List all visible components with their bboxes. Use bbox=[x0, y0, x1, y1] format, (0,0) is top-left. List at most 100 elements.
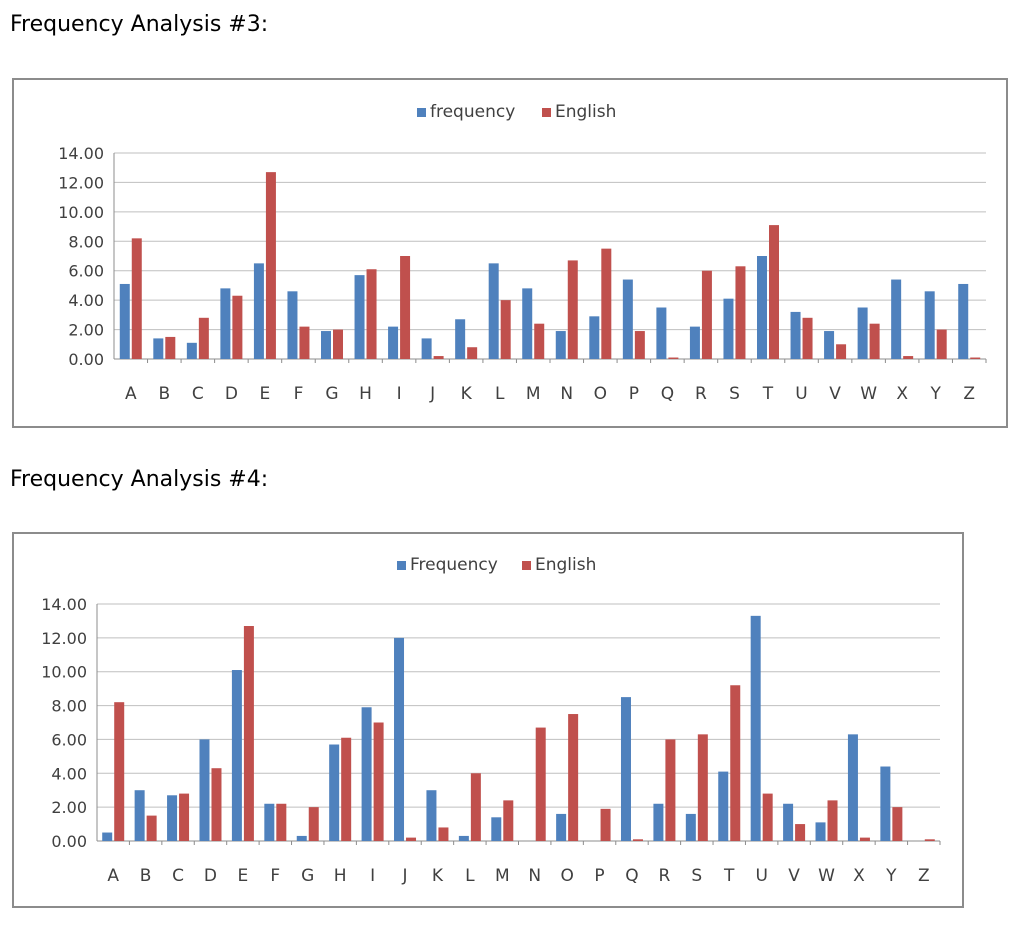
chart1-bar-frequency-Q bbox=[656, 307, 667, 359]
chart2-x-tick-label-X: X bbox=[853, 866, 865, 886]
chart1-bar-english-W bbox=[869, 323, 880, 359]
chart1-bar-english-F bbox=[299, 326, 310, 359]
chart1-x-tick-label-W: W bbox=[860, 384, 877, 404]
chart1-bar-frequency-U bbox=[790, 311, 801, 359]
chart2-bar-frequency-M bbox=[491, 817, 502, 841]
chart1-bar-english-Q bbox=[668, 357, 679, 359]
chart2-bar-frequency-I bbox=[361, 707, 372, 841]
chart1-x-tick-label-J: J bbox=[429, 384, 435, 404]
chart1-bar-english-K bbox=[467, 347, 478, 359]
chart1-x-tick-label-F: F bbox=[294, 384, 304, 404]
chart2-bar-english-D bbox=[211, 768, 222, 841]
chart1-x-tick-label-R: R bbox=[695, 384, 707, 404]
chart2-bar-english-V bbox=[795, 824, 806, 841]
chart1-bar-frequency-G bbox=[321, 331, 331, 359]
chart1-bar-english-T bbox=[769, 225, 779, 359]
chart2-bar-english-X bbox=[859, 837, 870, 841]
chart2-bar-frequency-W bbox=[815, 822, 826, 841]
chart1-x-tick-label-X: X bbox=[896, 384, 908, 404]
chart-analysis-3: frequency English 0.00 2.00 4.00 6.00 8.00 10.0… bbox=[58, 102, 987, 404]
chart2-bar-english-I bbox=[373, 722, 384, 841]
chart2-legend-swatch-frequency bbox=[397, 561, 406, 570]
chart1-bar-frequency-W bbox=[857, 307, 868, 359]
chart2-x-tick-label-Y: Y bbox=[885, 866, 897, 886]
chart2-bar-english-H bbox=[341, 737, 352, 841]
chart1-bar-english-U bbox=[802, 317, 813, 359]
chart2-bar-frequency-K bbox=[426, 790, 437, 841]
chart2-x-tick-label-T: T bbox=[723, 866, 735, 886]
chart2-bar-frequency-J bbox=[394, 637, 405, 841]
chart2-y-tick-label: 8.00 bbox=[51, 697, 87, 716]
chart1-y-tick-label: 10.00 bbox=[58, 203, 104, 222]
chart1-y-tick-label: 8.00 bbox=[68, 232, 104, 251]
chart2-bar-english-Y bbox=[892, 807, 903, 841]
chart1-y-tick-label: 2.00 bbox=[68, 321, 104, 340]
chart2-bar-frequency-C bbox=[167, 795, 178, 841]
chart1-bar-english-M bbox=[534, 323, 545, 359]
chart1-bar-english-L bbox=[500, 300, 511, 359]
chart1-bar-frequency-N bbox=[555, 331, 566, 359]
chart1-y-tick-label: 4.00 bbox=[68, 291, 104, 310]
chart2-bar-english-F bbox=[276, 803, 287, 841]
chart2-bar-english-Q bbox=[632, 839, 643, 841]
chart2-bar-english-C bbox=[179, 793, 190, 841]
chart1-x-tick-label-B: B bbox=[158, 384, 170, 404]
chart1-x-tick-label-Y: Y bbox=[929, 384, 941, 404]
chart2-bar-english-P bbox=[600, 808, 611, 841]
chart2-bar-english-B bbox=[146, 815, 157, 841]
chart2-bar-english-K bbox=[438, 827, 449, 841]
chart2-x-tick-label-P: P bbox=[594, 866, 604, 886]
chart2-x-tick-label-N: N bbox=[528, 866, 541, 886]
chart2-bar-frequency-D bbox=[199, 739, 210, 841]
chart1-bar-english-N bbox=[567, 260, 578, 359]
chart1-bar-english-Y bbox=[936, 329, 947, 359]
chart2-x-tick-label-A: A bbox=[107, 866, 119, 886]
chart2-y-tick-label: 10.00 bbox=[41, 663, 87, 682]
chart2-bar-frequency-B bbox=[134, 790, 145, 841]
analysis-4-title: Frequency Analysis #4: bbox=[10, 467, 269, 492]
chart1-bar-frequency-J bbox=[421, 338, 432, 359]
chart1-bar-english-D bbox=[232, 295, 243, 359]
chart1-bar-english-V bbox=[836, 344, 847, 359]
chart2-x-tick-label-C: C bbox=[172, 866, 184, 886]
chart1-bar-frequency-L bbox=[488, 263, 499, 359]
chart-frame-analysis-4: Frequency English 0.00 2.00 4.00 6.00 8.00 10.0… bbox=[12, 532, 964, 908]
chart2-x-tick-label-F: F bbox=[270, 866, 280, 886]
chart2-x-tick-label-V: V bbox=[788, 866, 800, 886]
chart1-bar-english-A bbox=[131, 238, 142, 359]
chart1-x-tick-label-Z: Z bbox=[963, 384, 975, 404]
chart2-bar-frequency-G bbox=[296, 835, 307, 841]
chart1-legend-label-frequency: frequency bbox=[430, 102, 515, 122]
chart2-y-tick-label: 4.00 bbox=[51, 764, 87, 783]
chart2-x-tick-label-S: S bbox=[691, 866, 702, 886]
chart1-bar-frequency-K bbox=[455, 319, 466, 359]
chart1-bar-english-I bbox=[400, 256, 411, 359]
chart2-bar-frequency-Y bbox=[880, 766, 891, 841]
chart2-x-tick-label-L: L bbox=[465, 866, 475, 886]
chart2-bar-frequency-T bbox=[718, 771, 729, 841]
chart1-bar-english-X bbox=[903, 356, 914, 359]
chart2-bar-frequency-Q bbox=[620, 697, 631, 841]
chart1-bar-frequency-O bbox=[589, 316, 600, 359]
chart2-x-tick-label-H: H bbox=[334, 866, 347, 886]
chart2-bar-frequency-O bbox=[556, 813, 567, 841]
chart1-bar-frequency-Z bbox=[958, 283, 969, 359]
chart2-x-tick-label-B: B bbox=[140, 866, 152, 886]
chart2-x-tick-label-I: I bbox=[370, 866, 375, 886]
chart1-x-tick-label-T: T bbox=[762, 384, 774, 404]
chart1-legend-swatch-english bbox=[542, 108, 551, 117]
chart1-x-tick-label-H: H bbox=[359, 384, 372, 404]
chart2-legend-label-frequency: Frequency bbox=[410, 555, 498, 575]
chart1-x-tick-label-E: E bbox=[260, 384, 271, 404]
chart1-bar-english-J bbox=[433, 356, 444, 359]
chart1-x-tick-label-Q: Q bbox=[661, 384, 674, 404]
chart1-bar-frequency-Y bbox=[924, 291, 935, 359]
chart1-bar-frequency-T bbox=[757, 256, 767, 359]
chart2-bar-english-S bbox=[697, 734, 708, 841]
chart2-bar-frequency-U bbox=[750, 615, 761, 841]
chart1-y-tick-label: 12.00 bbox=[58, 173, 104, 192]
chart1-bar-frequency-M bbox=[522, 288, 533, 359]
chart2-bar-frequency-H bbox=[329, 744, 340, 841]
chart1-x-tick-label-C: C bbox=[192, 384, 204, 404]
chart2-bar-english-E bbox=[243, 626, 254, 841]
